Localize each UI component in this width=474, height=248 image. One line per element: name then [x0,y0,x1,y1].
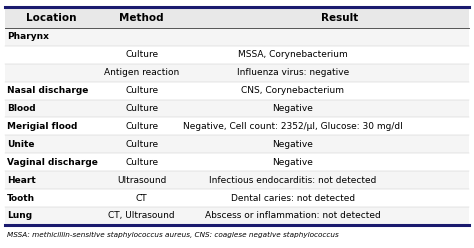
Text: Pharynx: Pharynx [7,32,49,41]
Bar [5,46,469,64]
Text: Blood: Blood [7,104,36,113]
Text: Heart: Heart [7,176,36,185]
Bar [5,100,469,118]
Text: Location: Location [26,13,76,23]
Bar [5,153,469,171]
Text: Negative: Negative [272,104,313,113]
Text: Culture: Culture [125,122,158,131]
Text: Negative: Negative [272,140,313,149]
Bar [5,207,469,225]
Text: Culture: Culture [125,104,158,113]
Text: MSSA, Corynebacterium: MSSA, Corynebacterium [238,50,347,59]
Text: Infectious endocarditis: not detected: Infectious endocarditis: not detected [209,176,376,185]
Text: Result: Result [320,13,358,23]
Text: Nasal discharge: Nasal discharge [7,86,89,95]
Bar [5,82,469,100]
Text: Abscess or inflammation: not detected: Abscess or inflammation: not detected [205,211,381,220]
Bar [5,118,469,135]
Text: Merigial flood: Merigial flood [7,122,77,131]
Text: Negative: Negative [272,158,313,167]
Text: Tooth: Tooth [7,193,35,203]
Text: Influenza virus: negative: Influenza virus: negative [237,68,349,77]
Text: Culture: Culture [125,158,158,167]
Text: Culture: Culture [125,86,158,95]
Text: Method: Method [119,13,164,23]
Text: Culture: Culture [125,140,158,149]
Bar [5,189,469,207]
Text: CT: CT [136,193,147,203]
Text: Ultrasound: Ultrasound [117,176,166,185]
Text: Negative, Cell count: 2352/μl, Glucose: 30 mg/dl: Negative, Cell count: 2352/μl, Glucose: … [183,122,402,131]
Text: CT, Ultrasound: CT, Ultrasound [109,211,175,220]
Bar [5,171,469,189]
Text: Unite: Unite [7,140,35,149]
Bar [5,28,469,46]
Bar [5,64,469,82]
Text: Culture: Culture [125,50,158,59]
Text: MSSA: methicillin-sensitive staphylococcus aureus, CNS: coaglese negative staphy: MSSA: methicillin-sensitive staphylococc… [7,232,339,238]
Bar [5,135,469,153]
Text: Lung: Lung [7,211,32,220]
Bar [5,7,469,28]
Text: Vaginal discharge: Vaginal discharge [7,158,98,167]
Text: Antigen reaction: Antigen reaction [104,68,179,77]
Text: CNS, Corynebacterium: CNS, Corynebacterium [241,86,344,95]
Text: Dental caries: not detected: Dental caries: not detected [231,193,355,203]
